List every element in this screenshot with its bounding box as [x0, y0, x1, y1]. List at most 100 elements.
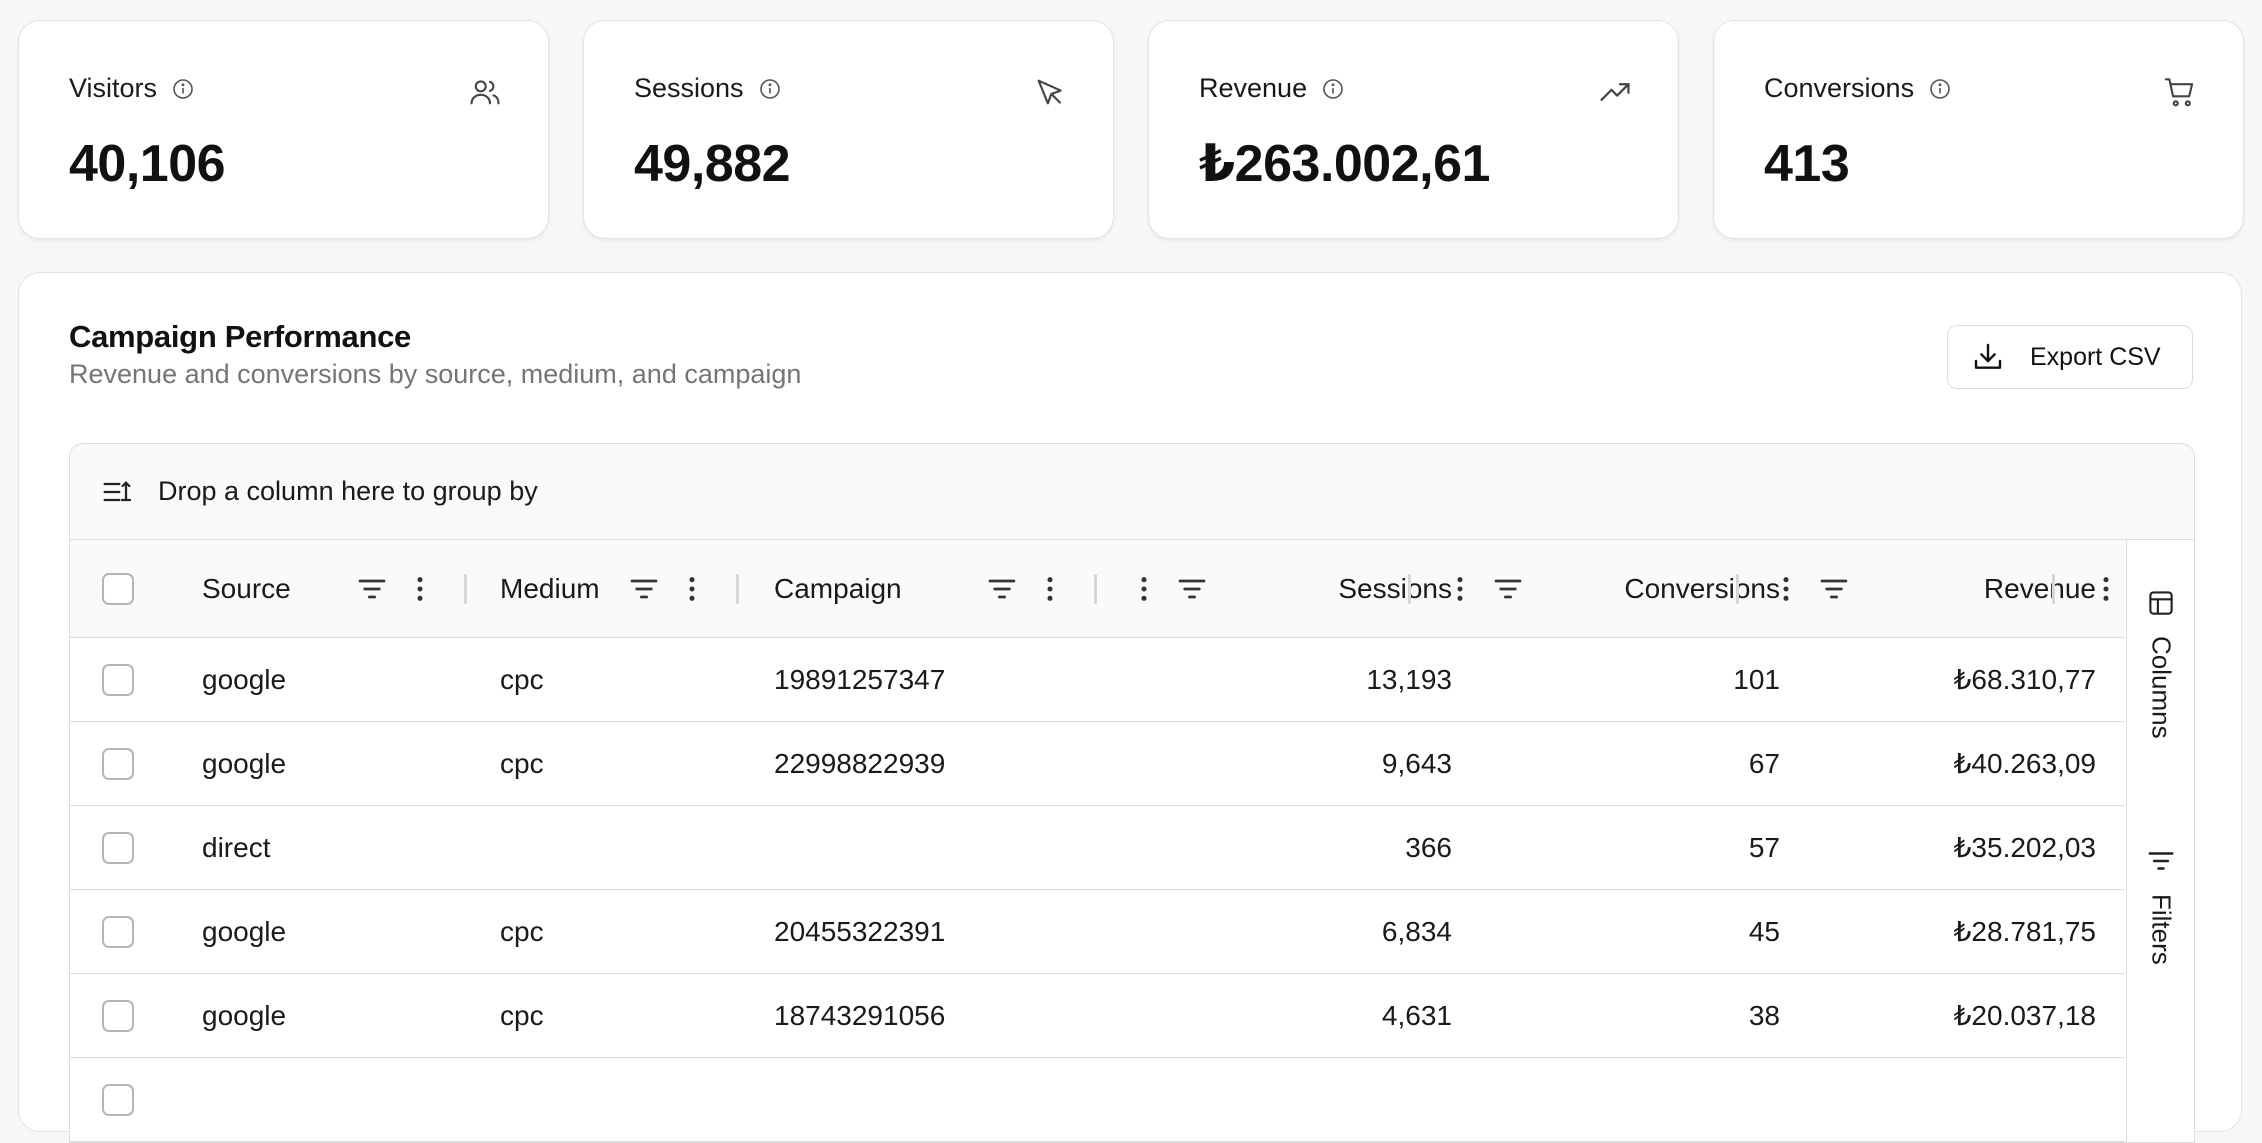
data-grid: Drop a column here to group by Source Me…: [69, 443, 2195, 1143]
filters-panel-label: Filters: [2146, 894, 2177, 965]
cell-revenue: ₺40.263,09: [1953, 748, 2096, 779]
info-icon[interactable]: [1928, 77, 1952, 101]
kpi-card-sessions: Sessions 49,882: [583, 20, 1114, 239]
group-by-icon: [103, 480, 132, 501]
column-menu-icon[interactable]: [676, 573, 708, 605]
grid-table: Source Medium Campaign Sessions Conver: [70, 540, 2125, 1142]
cell-sessions: 366: [1405, 831, 1452, 863]
row-checkbox[interactable]: [102, 663, 134, 696]
header-conversions[interactable]: Conversions: [1624, 572, 1780, 604]
info-icon[interactable]: [758, 77, 782, 101]
cell-campaign: 22998822939: [774, 747, 946, 779]
row-checkbox[interactable]: [102, 999, 134, 1032]
info-icon[interactable]: [1321, 77, 1345, 101]
filter-icon[interactable]: [1818, 573, 1850, 605]
cell-campaign: 20455322391: [774, 915, 946, 947]
kpi-value: 40,106: [69, 135, 226, 193]
filter-icon[interactable]: [356, 573, 388, 605]
row-checkbox[interactable]: [102, 747, 134, 780]
columns-icon: [2149, 591, 2173, 615]
row-checkbox[interactable]: [102, 1083, 134, 1116]
side-tool-panel: Columns Filters: [2126, 540, 2194, 1142]
column-resize-handle[interactable]: [1408, 574, 1411, 604]
cell-sessions: 9,643: [1381, 747, 1452, 779]
column-resize-handle[interactable]: [1736, 574, 1739, 604]
columns-panel-label: Columns: [2146, 636, 2177, 739]
cell-sessions: 6,834: [1381, 915, 1452, 947]
cell-revenue: ₺35.202,03: [1953, 832, 2096, 863]
cart-icon: [2164, 78, 2194, 107]
header-medium[interactable]: Medium: [500, 572, 600, 604]
export-csv-button[interactable]: Export CSV: [1947, 325, 2193, 389]
header-sessions[interactable]: Sessions: [1338, 572, 1452, 604]
cell-conversions: 57: [1748, 831, 1780, 863]
column-menu-icon[interactable]: [2090, 573, 2122, 605]
row-checkbox[interactable]: [102, 915, 134, 948]
cell-revenue: ₺68.310,77: [1953, 664, 2096, 695]
group-by-hint: Drop a column here to group by: [158, 476, 538, 506]
kpi-value: ₺263.002,61: [1199, 135, 1490, 193]
cursor-icon: [1037, 79, 1062, 105]
cell-source: direct: [202, 831, 271, 863]
cell-campaign: 19891257347: [774, 663, 946, 695]
trending-up-icon: [1600, 83, 1630, 101]
kpi-label: Sessions: [634, 73, 744, 103]
column-menu-icon[interactable]: [1034, 573, 1066, 605]
group-by-drop-zone[interactable]: Drop a column here to group by: [70, 444, 2194, 540]
campaign-panel: Campaign Performance Revenue and convers…: [18, 272, 2242, 1143]
export-csv-label: Export CSV: [2030, 342, 2161, 371]
row-checkbox[interactable]: [102, 831, 134, 864]
kpi-card-visitors: Visitors 40,106: [18, 20, 549, 239]
cell-revenue: ₺20.037,18: [1953, 1000, 2096, 1031]
cell-conversions: 67: [1748, 747, 1780, 779]
filter-icon[interactable]: [628, 573, 660, 605]
kpi-label: Revenue: [1199, 73, 1308, 103]
kpi-row: Visitors 40,106 Sessions 49,882 Revenue …: [18, 20, 2244, 239]
columns-panel-toggle[interactable]: Columns: [2127, 588, 2194, 739]
cell-source: google: [202, 915, 287, 947]
filter-icon: [2148, 852, 2174, 870]
kpi-label: Conversions: [1764, 73, 1915, 103]
cell-conversions: 38: [1748, 999, 1780, 1031]
kpi-card-conversions: Conversions 413: [1713, 20, 2244, 239]
table-row[interactable]: google cpc 19891257347 13,193 101 ₺68.31…: [70, 638, 2125, 722]
column-menu-icon[interactable]: [1770, 573, 1802, 605]
cell-source: google: [202, 747, 287, 779]
filters-panel-toggle[interactable]: Filters: [2127, 846, 2194, 965]
table-row[interactable]: google cpc 22998822939 9,643 67 ₺40.263,…: [70, 722, 2125, 806]
table-row[interactable]: google cpc 18743291056 4,631 38 ₺20.037,…: [70, 974, 2125, 1058]
header-campaign[interactable]: Campaign: [774, 572, 902, 604]
cell-sessions: 13,193: [1366, 663, 1452, 695]
column-resize-handle[interactable]: [2052, 574, 2055, 604]
cell-campaign: 18743291056: [774, 999, 946, 1031]
grid-header-row: Source Medium Campaign Sessions Conver: [70, 540, 2125, 638]
filter-icon[interactable]: [986, 573, 1018, 605]
cell-source: google: [202, 663, 287, 695]
column-menu-icon[interactable]: [404, 573, 436, 605]
panel-title: Campaign Performance: [69, 319, 411, 354]
filter-icon[interactable]: [1176, 573, 1208, 605]
kpi-value: 49,882: [634, 135, 791, 193]
column-resize-handle[interactable]: [464, 574, 467, 604]
cell-medium: cpc: [500, 999, 544, 1031]
info-icon[interactable]: [171, 77, 195, 101]
kpi-label: Visitors: [69, 73, 158, 103]
select-all-checkbox[interactable]: [102, 572, 134, 605]
kpi-card-revenue: Revenue ₺263.002,61: [1148, 20, 1679, 239]
table-row[interactable]: direct 366 57 ₺35.202,03: [70, 806, 2125, 890]
header-source[interactable]: Source: [202, 572, 291, 604]
download-icon: [1974, 343, 2002, 369]
filter-icon[interactable]: [1492, 573, 1524, 605]
cell-sessions: 4,631: [1381, 999, 1452, 1031]
table-row[interactable]: [70, 1058, 2125, 1142]
table-row[interactable]: google cpc 20455322391 6,834 45 ₺28.781,…: [70, 890, 2125, 974]
cell-revenue: ₺28.781,75: [1953, 916, 2096, 947]
column-menu-icon[interactable]: [1128, 573, 1160, 605]
kpi-value: 413: [1764, 135, 1850, 193]
panel-subtitle: Revenue and conversions by source, mediu…: [69, 359, 802, 389]
column-menu-icon[interactable]: [1444, 573, 1476, 605]
header-revenue[interactable]: Revenue: [1983, 572, 2096, 604]
column-resize-handle[interactable]: [736, 574, 739, 604]
column-resize-handle[interactable]: [1094, 574, 1097, 604]
cell-conversions: 101: [1733, 663, 1780, 695]
